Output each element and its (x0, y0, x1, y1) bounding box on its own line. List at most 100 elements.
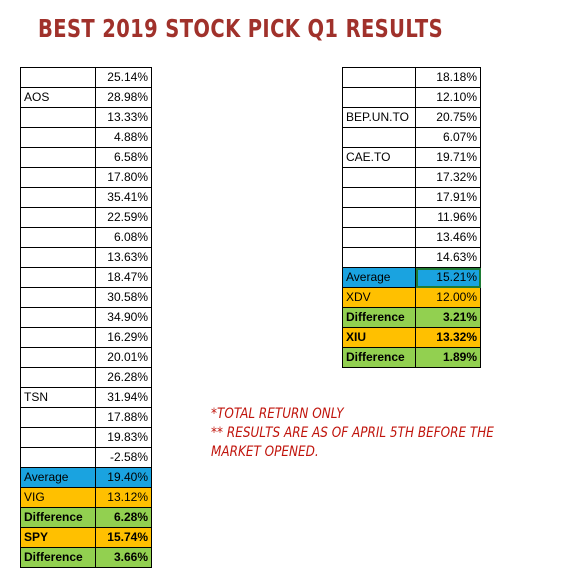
summary-value-cell[interactable]: 13.32% (415, 327, 481, 348)
ticker-cell[interactable] (342, 207, 416, 228)
return-cell[interactable]: 19.83% (95, 427, 152, 448)
table-row: 17.32% (342, 167, 481, 188)
ticker-cell[interactable] (20, 127, 96, 148)
summary-value-cell[interactable]: 13.12% (95, 487, 152, 508)
return-cell[interactable]: 16.29% (95, 327, 152, 348)
ticker-cell[interactable]: AOS (20, 87, 96, 108)
summary-label-cell[interactable]: Difference (20, 547, 96, 568)
summary-label-cell[interactable]: Average (20, 467, 96, 488)
ticker-cell[interactable] (20, 167, 96, 188)
table-row: 25.14% (20, 67, 152, 88)
summary-value-cell[interactable]: 3.21% (415, 307, 481, 328)
return-cell[interactable]: 13.46% (415, 227, 481, 248)
table-row: 22.59% (20, 207, 152, 228)
return-cell[interactable]: 17.80% (95, 167, 152, 188)
return-cell[interactable]: 13.63% (95, 247, 152, 268)
table-row: TSN 31.94% (20, 387, 152, 408)
ticker-cell[interactable] (20, 287, 96, 308)
summary-label-cell[interactable]: Difference (342, 307, 416, 328)
return-cell[interactable]: 12.10% (415, 87, 481, 108)
return-cell[interactable]: -2.58% (95, 447, 152, 468)
summary-label-cell[interactable]: Difference (20, 507, 96, 528)
return-cell[interactable]: 17.32% (415, 167, 481, 188)
ticker-cell[interactable] (342, 67, 416, 88)
summary-label-cell[interactable]: XIU (342, 327, 416, 348)
summary-label-cell[interactable]: XDV (342, 287, 416, 308)
return-cell[interactable]: 20.75% (415, 107, 481, 128)
table-row: CAE.TO 19.71% (342, 147, 481, 168)
return-cell[interactable]: 35.41% (95, 187, 152, 208)
ticker-cell[interactable] (342, 167, 416, 188)
ticker-cell[interactable] (342, 87, 416, 108)
return-cell[interactable]: 20.01% (95, 347, 152, 368)
return-cell[interactable]: 18.47% (95, 267, 152, 288)
table-row: 13.46% (342, 227, 481, 248)
summary-value-cell[interactable]: 1.89% (415, 347, 481, 368)
summary-value-cell[interactable]: 19.40% (95, 467, 152, 488)
ticker-cell[interactable] (20, 327, 96, 348)
return-cell[interactable]: 26.28% (95, 367, 152, 388)
ticker-cell[interactable] (342, 127, 416, 148)
return-cell[interactable]: 31.94% (95, 387, 152, 408)
table-row: 35.41% (20, 187, 152, 208)
return-cell[interactable]: 4.88% (95, 127, 152, 148)
ticker-cell[interactable] (20, 407, 96, 428)
table-row: 6.58% (20, 147, 152, 168)
summary-label-cell[interactable]: SPY (20, 527, 96, 548)
selected-cell[interactable]: 15.21% (415, 267, 481, 288)
table-row: 11.96% (342, 207, 481, 228)
summary-row: XDV 12.00% (342, 287, 481, 308)
ticker-cell[interactable]: CAE.TO (342, 147, 416, 168)
ticker-cell[interactable] (20, 207, 96, 228)
table-row: 6.07% (342, 127, 481, 148)
return-cell[interactable]: 34.90% (95, 307, 152, 328)
ticker-cell[interactable] (342, 187, 416, 208)
summary-label-cell[interactable]: Difference (342, 347, 416, 368)
ticker-cell[interactable] (20, 307, 96, 328)
ticker-cell[interactable]: TSN (20, 387, 96, 408)
return-cell[interactable]: 19.71% (415, 147, 481, 168)
summary-label-cell[interactable]: VIG (20, 487, 96, 508)
return-cell[interactable]: 11.96% (415, 207, 481, 228)
return-cell[interactable]: 28.98% (95, 87, 152, 108)
ticker-cell[interactable] (20, 427, 96, 448)
us-picks-table: 25.14% AOS 28.98% 13.33% 4.88% 6.58% 17.80% 35.… (20, 67, 152, 568)
return-cell[interactable]: 17.88% (95, 407, 152, 428)
ticker-cell[interactable] (342, 247, 416, 268)
return-cell[interactable]: 18.18% (415, 67, 481, 88)
table-row: 18.47% (20, 267, 152, 288)
summary-value-cell[interactable]: 6.28% (95, 507, 152, 528)
summary-value-cell[interactable]: 12.00% (415, 287, 481, 308)
summary-value-cell[interactable]: 15.74% (95, 527, 152, 548)
ticker-cell[interactable]: BEP.UN.TO (342, 107, 416, 128)
ticker-cell[interactable] (20, 267, 96, 288)
summary-row: Difference 1.89% (342, 347, 481, 368)
return-cell[interactable]: 30.58% (95, 287, 152, 308)
ticker-cell[interactable] (20, 447, 96, 468)
return-cell[interactable]: 6.58% (95, 147, 152, 168)
ticker-cell[interactable] (20, 107, 96, 128)
return-cell[interactable]: 6.08% (95, 227, 152, 248)
ticker-cell[interactable] (20, 367, 96, 388)
summary-value-cell[interactable]: 3.66% (95, 547, 152, 568)
return-cell[interactable]: 25.14% (95, 67, 152, 88)
ticker-cell[interactable] (20, 347, 96, 368)
return-cell[interactable]: 14.63% (415, 247, 481, 268)
table-row: 20.01% (20, 347, 152, 368)
ticker-cell[interactable] (20, 147, 96, 168)
summary-row: VIG 13.12% (20, 487, 152, 508)
table-row: 13.33% (20, 107, 152, 128)
ticker-cell[interactable] (20, 187, 96, 208)
return-cell[interactable]: 17.91% (415, 187, 481, 208)
return-cell[interactable]: 6.07% (415, 127, 481, 148)
ticker-cell[interactable] (20, 227, 96, 248)
canadian-picks-table-body: 18.18% 12.10% BEP.UN.TO 20.75% 6.07% CAE.TO 19… (342, 67, 481, 368)
summary-label-cell[interactable]: Average (342, 267, 416, 288)
table-row: 14.63% (342, 247, 481, 268)
table-row: 6.08% (20, 227, 152, 248)
return-cell[interactable]: 13.33% (95, 107, 152, 128)
ticker-cell[interactable] (20, 67, 96, 88)
return-cell[interactable]: 22.59% (95, 207, 152, 228)
ticker-cell[interactable] (20, 247, 96, 268)
ticker-cell[interactable] (342, 227, 416, 248)
